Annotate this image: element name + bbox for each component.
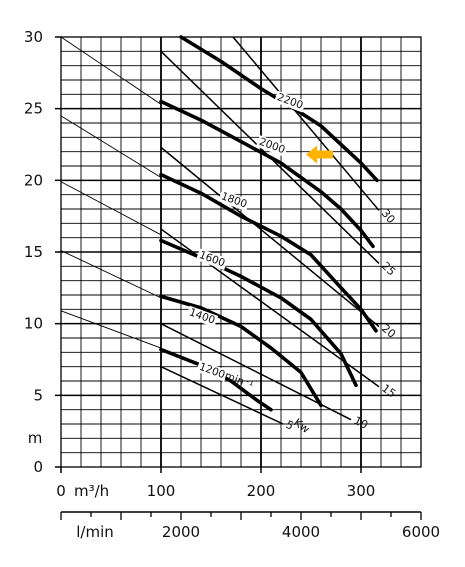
x2-tick-label: 4000 — [282, 523, 320, 541]
x-tick-label: 0 — [56, 482, 66, 500]
system-curve — [60, 115, 162, 178]
speed-curve — [159, 294, 323, 408]
power-line-label: 15 — [379, 382, 398, 401]
y-tick-label: 5 — [33, 386, 43, 404]
x-tick-label: 200 — [247, 482, 276, 500]
power-line-label: 25 — [379, 259, 398, 278]
power-line-label: 10 — [352, 414, 370, 432]
speed-curve — [159, 172, 378, 333]
y-axis-label: m — [28, 429, 43, 447]
y-tick-label: 15 — [24, 243, 43, 261]
x2-axis-label: l/min — [76, 523, 114, 541]
power-line — [160, 365, 284, 425]
y-tick-label: 0 — [33, 458, 43, 476]
label-background — [195, 248, 229, 270]
x2-tick-label: 6000 — [402, 523, 440, 541]
power-line — [232, 36, 380, 211]
system-curves — [60, 36, 162, 349]
x-tick-label: 100 — [147, 482, 176, 500]
power-line — [160, 146, 380, 328]
speed-curve — [159, 347, 273, 412]
power-unit-label: Kw — [291, 416, 312, 436]
speed-curve — [159, 99, 375, 249]
y-tick-label: 30 — [24, 28, 43, 46]
label-background — [255, 135, 289, 157]
label-background — [195, 360, 229, 382]
x2-tick-label: 2000 — [162, 523, 200, 541]
y-tick-label: 10 — [24, 315, 43, 333]
label-background — [217, 189, 251, 212]
system-curve — [60, 310, 162, 349]
system-curve — [60, 250, 162, 299]
system-curve — [60, 181, 162, 236]
y-tick-label: 20 — [24, 171, 43, 189]
speed-curve-label: 1200 — [197, 361, 226, 381]
power-line-label: 5 — [284, 418, 296, 433]
highlight-arrow — [306, 145, 333, 164]
label-background — [185, 305, 219, 328]
speed-curve — [179, 35, 379, 183]
x-tick-label: 300 — [347, 482, 376, 500]
system-curve — [60, 36, 162, 105]
y-tick-label: 25 — [24, 100, 43, 118]
x-axis-label: m³/h — [74, 482, 109, 500]
label-background — [273, 90, 307, 113]
